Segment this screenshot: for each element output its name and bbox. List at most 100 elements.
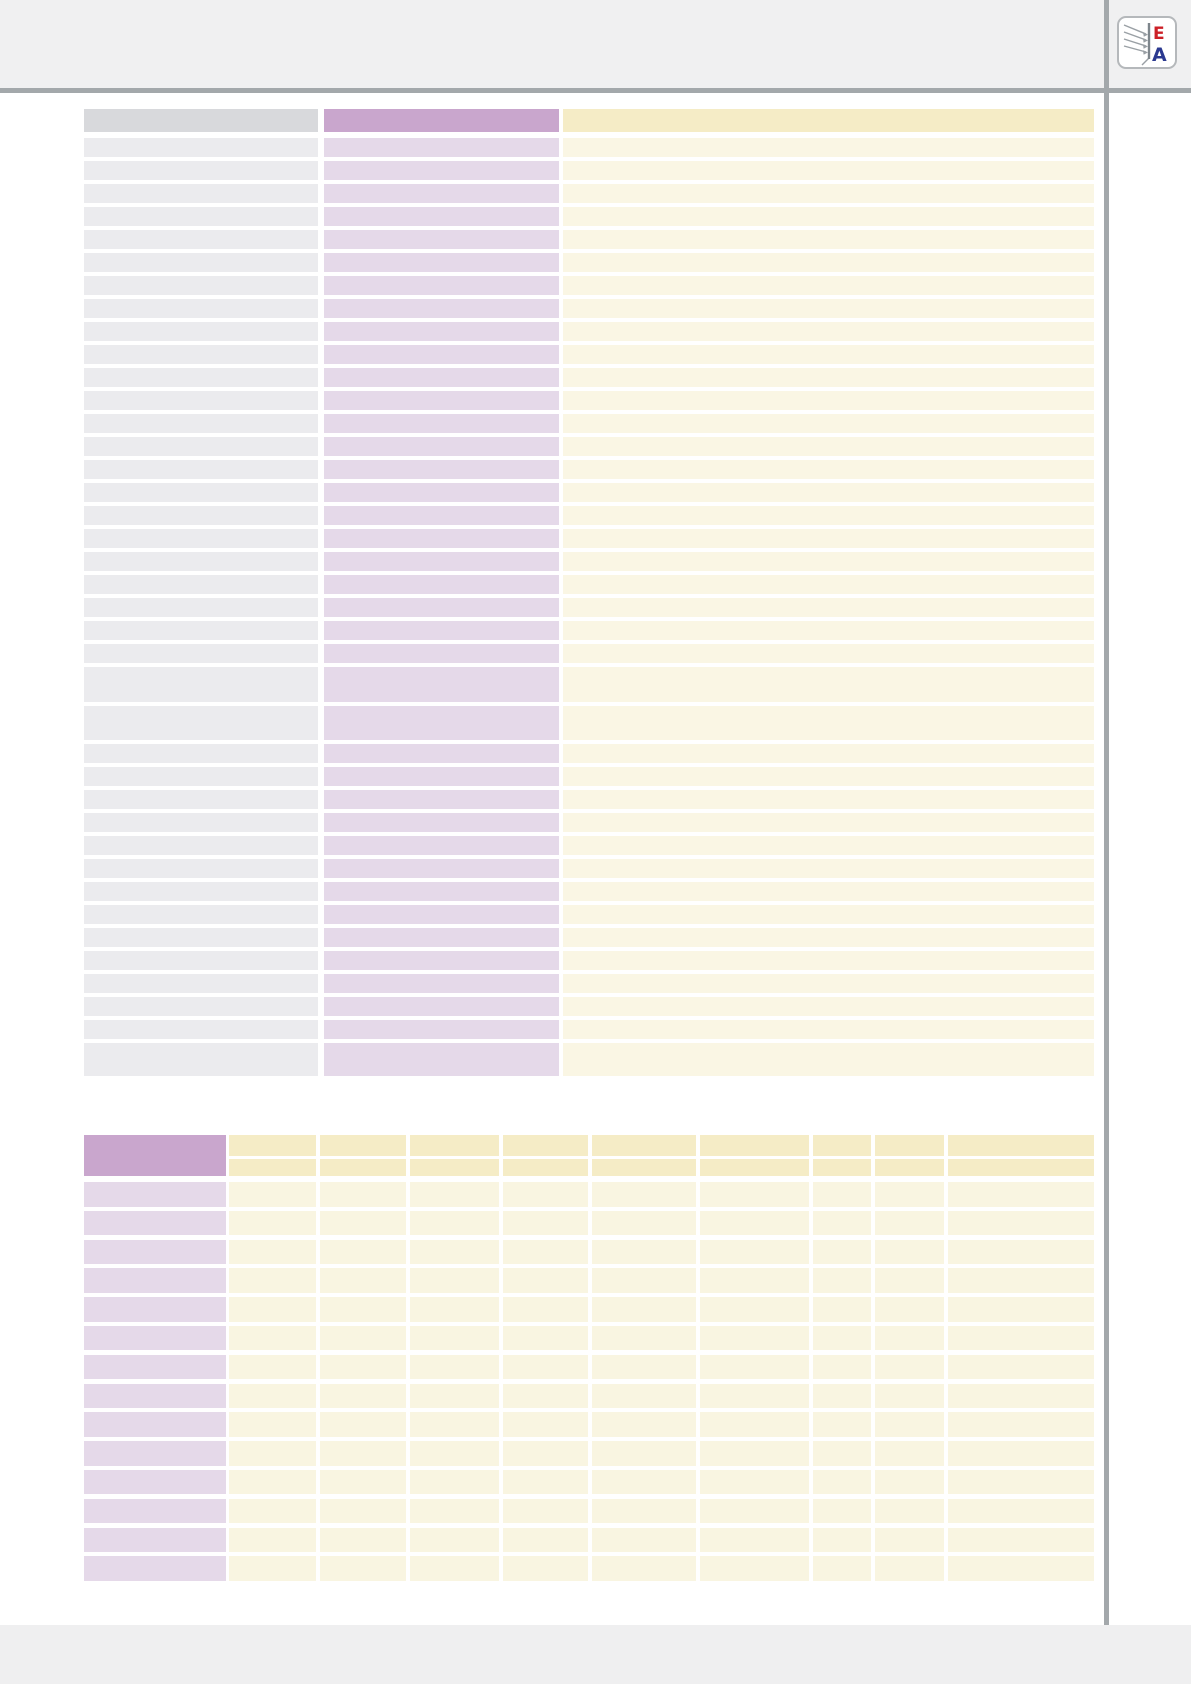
model-cell-value [320,1527,406,1553]
spec-cell-value-b [563,928,1094,947]
model-cell-value [320,1239,406,1265]
spec-cell-value-a [324,790,559,809]
model-table-row [84,1383,1094,1409]
model-cell-value [813,1354,871,1380]
spec-cell-value-a [324,706,559,740]
model-cell-value [875,1498,944,1524]
model-cell-value [813,1210,871,1236]
model-cell-value [410,1441,499,1466]
spec-cell-value-a [324,506,559,525]
spec-header-cell-value-a [324,109,559,132]
model-cell-value [700,1268,809,1293]
model-cell-label [84,1182,226,1207]
model-cell-value [592,1556,696,1581]
model-cell-value [410,1182,499,1207]
spec-cell-value-b [563,276,1094,295]
model-cell-value [503,1297,588,1322]
model-cell-value [875,1383,944,1409]
spec-cell-value-b [563,974,1094,993]
model-cell-label [84,1383,226,1409]
spec-cell-parameter [84,706,318,740]
model-cell-value [948,1441,1094,1466]
model-cell-value [229,1498,316,1524]
model-cell-value [320,1498,406,1524]
spec-table [84,109,1094,1080]
spec-cell-parameter [84,882,318,901]
spec-cell-parameter [84,437,318,456]
spec-cell-value-b [563,506,1094,525]
spec-cell-value-b [563,414,1094,433]
model-cell-label [84,1297,226,1322]
model-cell-label [84,1239,226,1265]
spec-table-row [84,1020,1094,1039]
model-cell-value [410,1354,499,1380]
spec-cell-value-a [324,207,559,226]
model-cell-value [948,1268,1094,1293]
model-table-row [84,1498,1094,1524]
spec-cell-value-b [563,575,1094,594]
model-table-row [84,1325,1094,1351]
model-cell-value [229,1469,316,1495]
model-header-cell [592,1135,696,1156]
model-cell-value [813,1498,871,1524]
spec-table-row [84,368,1094,387]
spec-table-row [84,414,1094,433]
spec-cell-value-b [563,667,1094,702]
spec-table-row [84,483,1094,502]
spec-cell-value-b [563,598,1094,617]
spec-cell-parameter [84,575,318,594]
model-cell-label [84,1527,226,1553]
model-cell-value [875,1210,944,1236]
model-cell-value [875,1325,944,1351]
model-cell-value [410,1498,499,1524]
spec-table-row [84,184,1094,203]
spec-cell-parameter [84,230,318,249]
spec-cell-parameter [84,483,318,502]
spec-cell-parameter [84,667,318,702]
model-cell-value [229,1383,316,1409]
spec-table-row [84,706,1094,740]
spec-cell-value-a [324,138,559,157]
spec-table-row [84,951,1094,970]
spec-table-row [84,997,1094,1016]
model-cell-value [700,1182,809,1207]
spec-cell-value-b [563,859,1094,878]
model-cell-value [700,1412,809,1437]
spec-cell-parameter [84,138,318,157]
model-cell-value [592,1239,696,1265]
model-cell-value [948,1527,1094,1553]
model-cell-value [875,1297,944,1322]
model-header-cell [229,1135,316,1156]
model-cell-value [229,1527,316,1553]
logo-arrows-icon [1123,24,1150,66]
model-header-cell [410,1159,499,1176]
spec-table-row [84,644,1094,663]
spec-table-row [84,790,1094,809]
spec-cell-value-b [563,138,1094,157]
model-cell-value [813,1297,871,1322]
model-cell-value [503,1383,588,1409]
spec-cell-value-a [324,575,559,594]
model-cell-value [320,1469,406,1495]
model-table-row [84,1556,1094,1581]
model-cell-value [813,1268,871,1293]
spec-cell-value-a [324,621,559,640]
model-cell-value [875,1527,944,1553]
model-cell-label [84,1441,226,1466]
model-cell-value [592,1383,696,1409]
model-cell-value [410,1325,499,1351]
spec-cell-value-b [563,882,1094,901]
spec-cell-value-b [563,253,1094,272]
spec-cell-parameter [84,621,318,640]
model-cell-value [410,1268,499,1293]
spec-table-row [84,276,1094,295]
model-cell-value [410,1527,499,1553]
spec-cell-parameter [84,951,318,970]
model-header-cell [503,1159,588,1176]
model-header-cell [410,1135,499,1156]
spec-table-row [84,138,1094,157]
model-cell-value [503,1412,588,1437]
model-cell-value [948,1412,1094,1437]
spec-cell-parameter [84,207,318,226]
